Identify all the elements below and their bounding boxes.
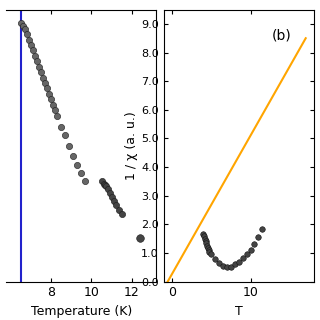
Text: (b): (b): [272, 28, 292, 43]
X-axis label: T: T: [235, 305, 243, 318]
Y-axis label: 1 / χ (a. u.): 1 / χ (a. u.): [125, 111, 138, 180]
X-axis label: Temperature (K): Temperature (K): [31, 305, 132, 318]
